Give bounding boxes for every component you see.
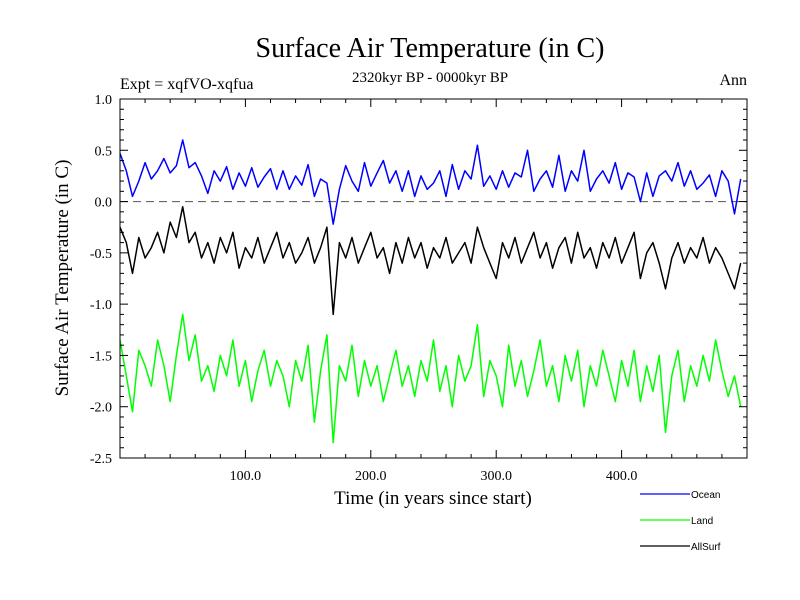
season-label: Ann [719, 72, 747, 89]
y-tick-label: 0.5 [95, 144, 113, 159]
legend: Ocean Land AllSurf [640, 490, 721, 553]
x-tick-label: 100.0 [230, 469, 262, 484]
series-line-ocean [119, 139, 742, 225]
chart-subtitle: 2320kyr BP - 0000kyr BP [352, 70, 508, 86]
series-line-allsurf [119, 205, 742, 316]
y-tick-label: -0.5 [90, 247, 112, 262]
y-tick-label: 0.0 [95, 196, 113, 211]
series-layer [119, 139, 747, 444]
y-axis-label: Surface Air Temperature (in C) [52, 160, 73, 397]
x-tick-label: 400.0 [606, 469, 638, 484]
legend-land-label: Land [691, 516, 713, 527]
y-tick-label: 1.0 [95, 93, 113, 108]
y-tick-label: -1.5 [90, 349, 112, 364]
series-line-land [119, 313, 742, 444]
experiment-label: Expt = xqfVO-xqfua [120, 76, 253, 93]
x-tick-label: 200.0 [355, 469, 387, 484]
legend-ocean-label: Ocean [691, 490, 720, 501]
y-tick-label: -2.5 [90, 452, 112, 467]
plot-frame [119, 98, 748, 459]
y-tick-label: -2.0 [90, 401, 112, 416]
tick-layer: -2.5 -2.0 -1.5 -1.0 -0.5 0.0 0.5 1.0 100.0 200.0 3… [90, 93, 747, 484]
x-tick-label: 300.0 [480, 469, 512, 484]
chart-title: Surface Air Temperature (in C) [256, 33, 605, 64]
legend-allsurf-label: AllSurf [691, 542, 721, 553]
y-tick-label: -1.0 [90, 298, 112, 313]
x-axis-label: Time (in years since start) [334, 488, 532, 509]
